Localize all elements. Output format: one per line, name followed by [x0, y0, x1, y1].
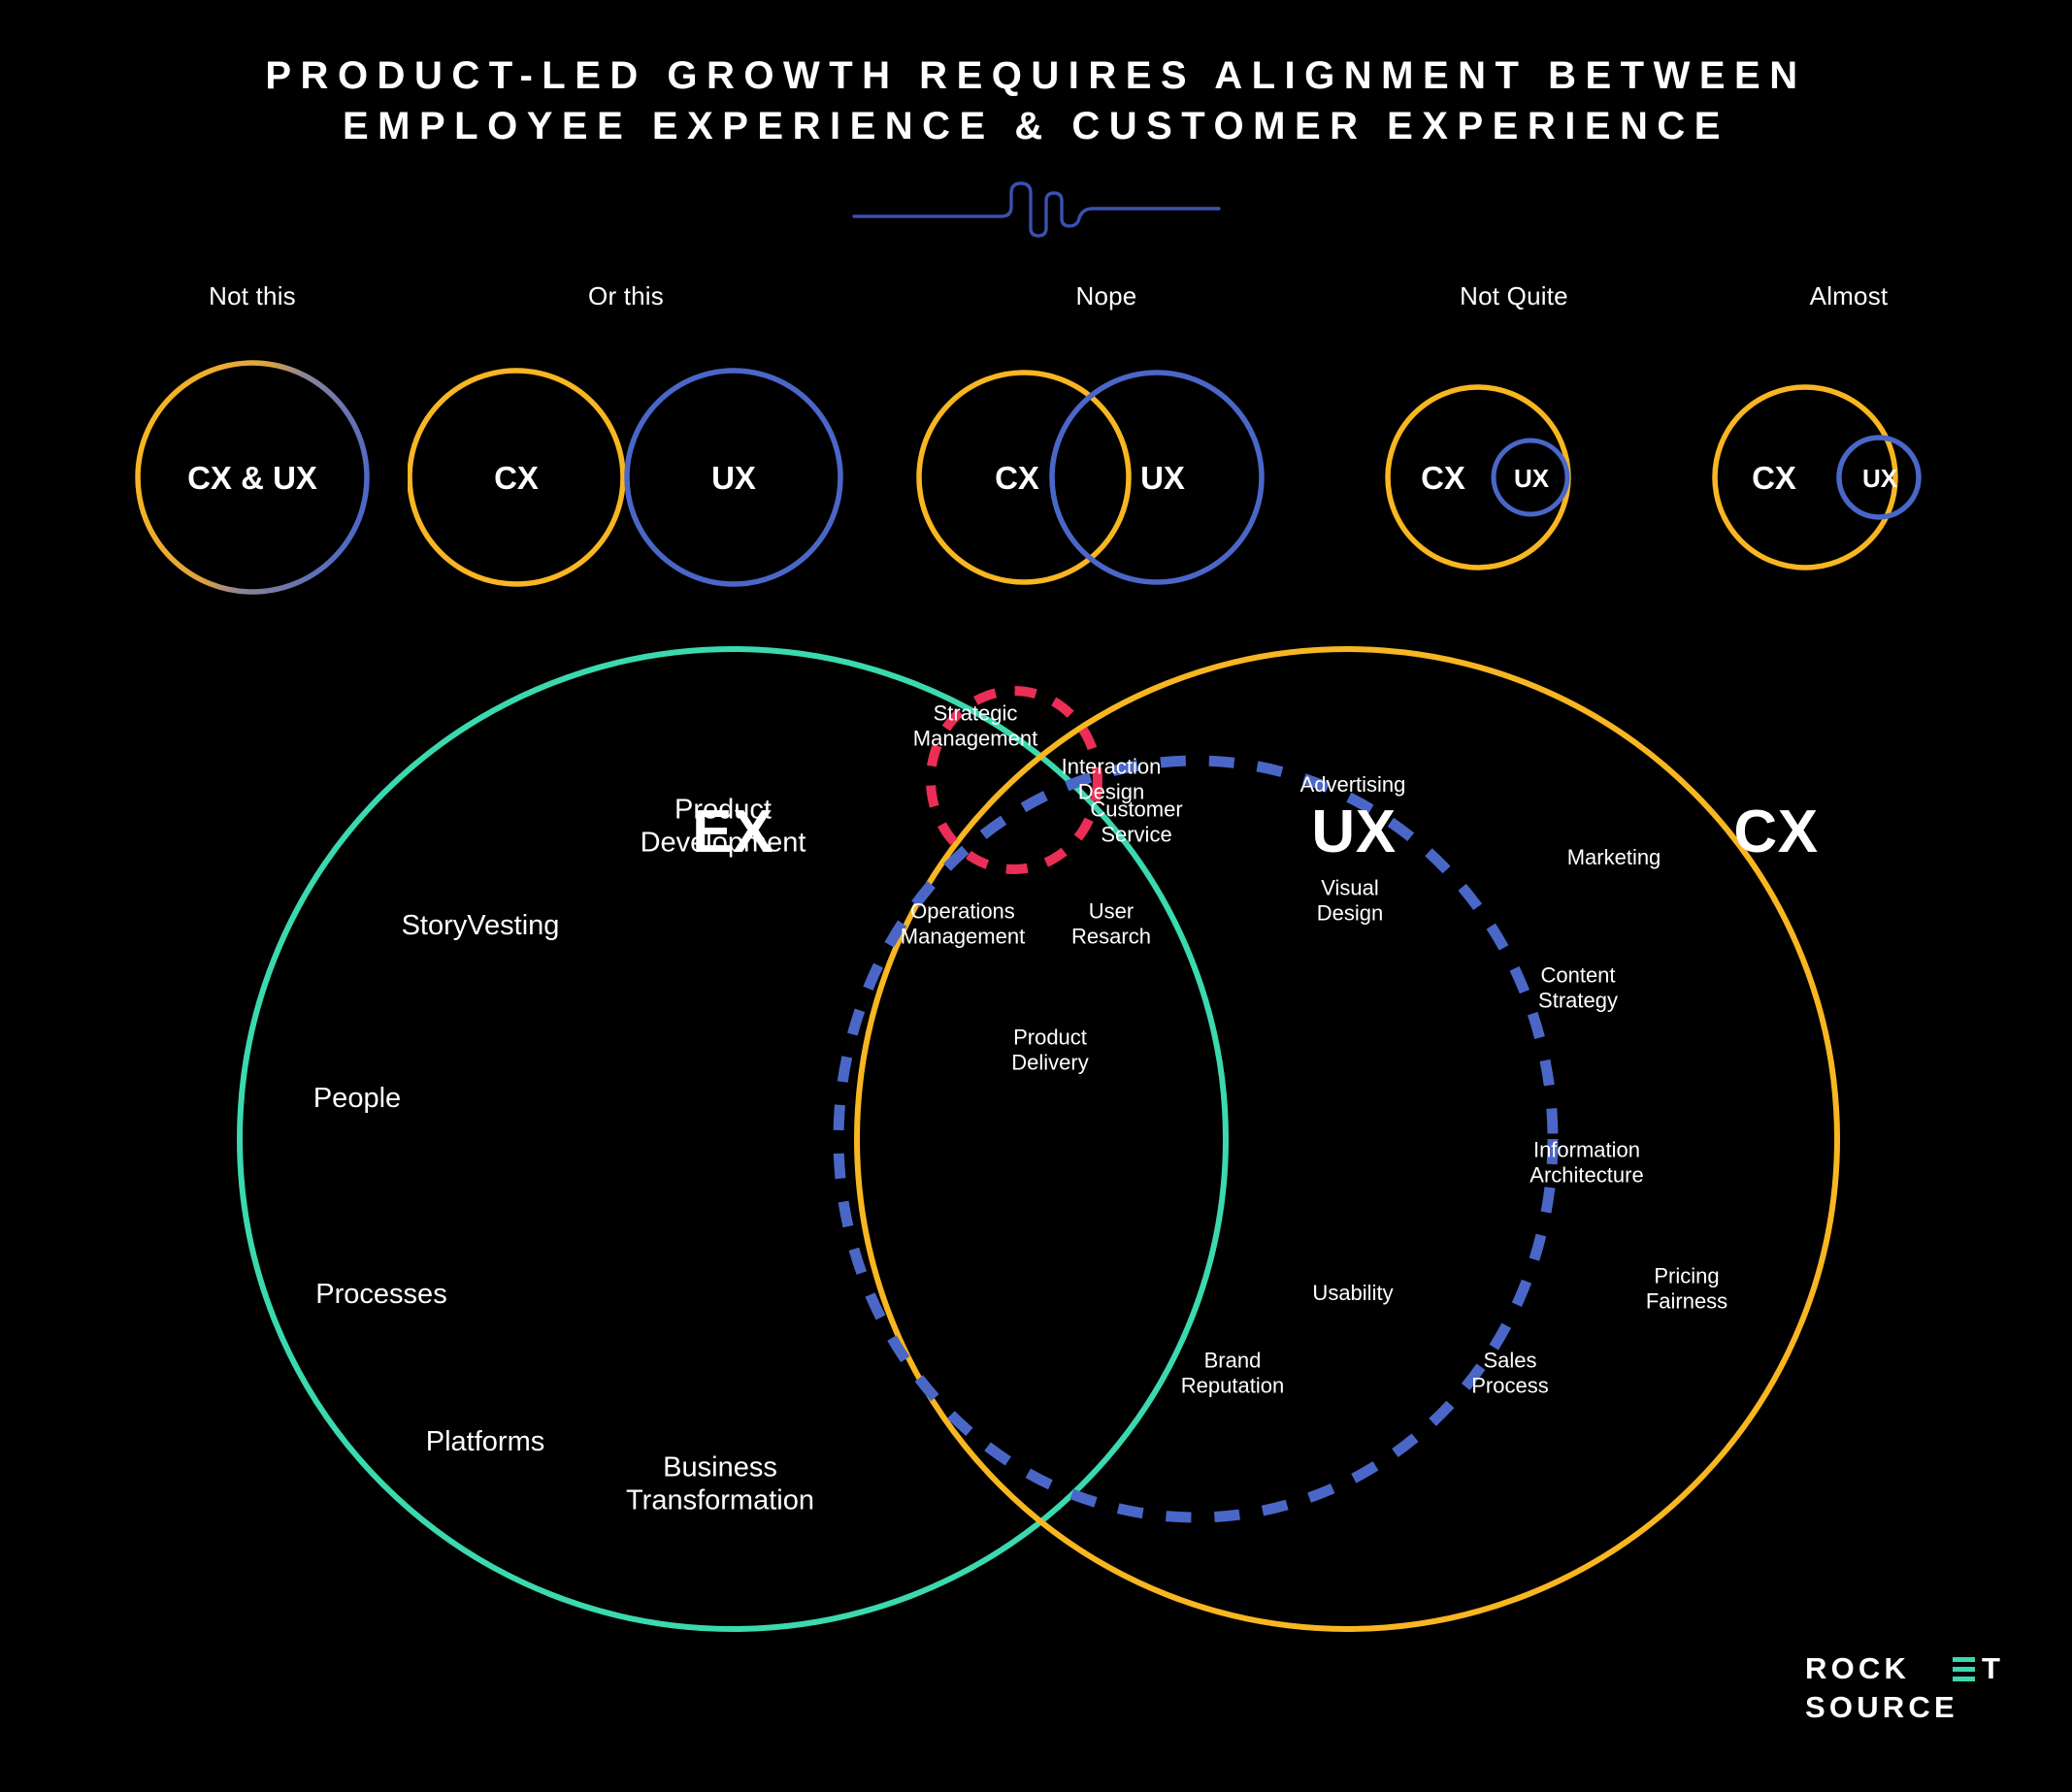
circle-cx-and-ux	[135, 360, 370, 595]
logo-text-t: T	[1982, 1651, 2004, 1685]
comparison-item-not-quite: Not Quite CX UX	[1354, 281, 1674, 621]
circle-cx	[1712, 384, 1898, 570]
venn-label-storyvesting: StoryVesting	[401, 910, 560, 942]
venn-label-sales-process: Sales Process	[1471, 1348, 1549, 1397]
title-line-1: PRODUCT-LED GROWTH REQUIRES ALIGNMENT BE…	[265, 54, 1807, 97]
venn-label-user-research: User Resarch	[1071, 898, 1151, 948]
venn-label-content-strategy: Content Strategy	[1538, 962, 1618, 1012]
venn-label-customer-service: Customer Service	[1090, 797, 1183, 846]
comparison-item-not-this: Not this CX & UX	[97, 281, 408, 621]
venn-label-business-transformation: Business Transformation	[626, 1451, 814, 1515]
comparison-caption: Not Quite	[1460, 281, 1568, 310]
logo-accent-e-icon	[1953, 1657, 1975, 1681]
circle-cx	[408, 368, 626, 587]
venn-label-interaction-design: Interaction Design	[1061, 754, 1162, 803]
circle-label-cx: CX	[1752, 460, 1796, 496]
venn-label-information-architecture: Information Architecture	[1529, 1137, 1644, 1187]
heartbeat-divider	[0, 179, 2072, 238]
logo-mark: ROCK T SOURCE	[1805, 1651, 2004, 1724]
diagram-not-quite: CX UX	[1385, 384, 1571, 570]
venn-label-strategic-management: Strategic Management	[912, 701, 1038, 750]
venn-circle-ex	[237, 646, 1229, 1632]
diagram-or-this: CX UX	[408, 368, 843, 587]
circle-label-ux: UX	[1140, 460, 1185, 496]
venn-label-pricing-fairness: Pricing Fairness	[1645, 1263, 1728, 1313]
comparison-caption: Nope	[1075, 281, 1137, 310]
venn-heading-cx: CX	[1733, 798, 1819, 866]
circle-ux	[1049, 370, 1265, 585]
venn-heading-ux: UX	[1311, 798, 1397, 866]
circle-label-cx: CX	[494, 460, 539, 496]
venn-circles	[237, 646, 1840, 1632]
venn-label-advertising: Advertising	[1299, 772, 1406, 798]
circle-label-cx-ux: CX & UX	[187, 460, 317, 496]
diagram-not-this: CX & UX	[135, 360, 370, 595]
circle-ux	[624, 368, 843, 587]
comparison-caption: Not this	[209, 281, 296, 310]
circle-cx	[916, 370, 1132, 585]
circle-label-cx: CX	[995, 460, 1039, 496]
venn-circle-interaction-design-dashed	[926, 686, 1102, 874]
venn-label-processes: Processes	[315, 1279, 447, 1311]
venn-label-people: People	[312, 1083, 402, 1115]
comparison-item-almost: Almost CX UX	[1689, 281, 2009, 621]
circle-label-ux: UX	[711, 460, 756, 496]
comparison-caption: Or this	[588, 281, 664, 310]
comparison-caption: Almost	[1809, 281, 1889, 310]
comparison-row: Not this CX & UX Or this	[0, 281, 2072, 621]
page-title: PRODUCT-LED GROWTH REQUIRES ALIGNMENT BE…	[0, 50, 2072, 151]
heartbeat-pulse-icon	[852, 181, 1221, 238]
comparison-item-or-this: Or this CX UX	[408, 281, 844, 621]
diagram-nope: CX UX	[916, 370, 1265, 585]
circle-label-cx: CX	[1421, 460, 1465, 496]
logo-text-rock: ROCK	[1805, 1651, 1910, 1685]
venn-heading-ex: EX	[692, 798, 773, 866]
venn-label-usability: Usability	[1312, 1281, 1394, 1306]
main-venn-diagram: EX UX CX Product Development StoryVestin…	[0, 621, 2072, 1669]
venn-label-product-development: Product Development	[640, 794, 806, 858]
venn-label-operations-management: Operations Management	[900, 898, 1026, 948]
title-line-2: EMPLOYEE EXPERIENCE & CUSTOMER EXPERIENC…	[343, 105, 1729, 147]
comparison-item-nope: Nope CX UX	[903, 281, 1310, 621]
venn-circle-cx	[854, 646, 1840, 1632]
venn-label-product-delivery: Product Delivery	[1011, 1025, 1089, 1074]
venn-label-platforms: Platforms	[425, 1426, 545, 1458]
venn-circle-ux-dashed	[833, 755, 1559, 1523]
circle-ux	[1836, 435, 1922, 520]
circle-ux	[1491, 438, 1570, 517]
circle-label-ux: UX	[1514, 464, 1550, 493]
rocketsource-logo: ROCK T SOURCE	[1805, 1642, 2038, 1748]
venn-label-marketing: Marketing	[1566, 845, 1661, 870]
venn-label-visual-design: Visual Design	[1316, 875, 1384, 925]
circle-label-ux: UX	[1862, 464, 1898, 493]
venn-label-brand-reputation: Brand Reputation	[1180, 1348, 1285, 1397]
diagram-almost: CX UX	[1712, 384, 1922, 570]
logo-text-source: SOURCE	[1805, 1690, 1958, 1724]
